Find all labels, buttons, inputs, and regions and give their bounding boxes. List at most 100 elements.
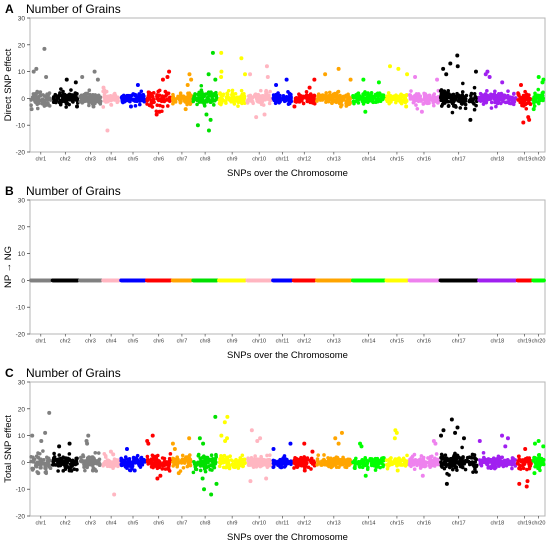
snp-outlier: [540, 80, 545, 85]
snp-outlier: [264, 64, 269, 69]
snp-outlier: [165, 74, 170, 79]
snp-outlier: [521, 120, 526, 125]
snp-point: [202, 464, 206, 469]
snp-point: [69, 88, 73, 92]
snp-point: [210, 94, 214, 99]
snp-point: [67, 102, 71, 107]
x-axis-label: SNPs over the Chromosome: [227, 168, 348, 179]
x-tick-label: chr15: [390, 521, 404, 527]
snp-outlier: [57, 444, 62, 449]
snp-outlier: [523, 447, 528, 451]
panel-letter: B: [5, 184, 14, 198]
snp-point: [411, 463, 416, 467]
snp-outlier: [34, 66, 39, 71]
snp-point: [81, 454, 86, 459]
snp-point: [65, 465, 70, 469]
snp-point: [155, 466, 160, 471]
snp-point: [287, 460, 292, 465]
snp-point: [522, 459, 527, 464]
snp-outlier: [101, 85, 106, 90]
snp-outlier: [359, 444, 364, 449]
snp-point: [192, 94, 196, 99]
snp-point: [445, 471, 449, 476]
snp-outlier: [39, 438, 44, 443]
y-tick-label: 0: [21, 460, 25, 467]
snp-point: [489, 94, 494, 98]
snp-point: [32, 457, 37, 462]
snp-point: [153, 454, 157, 459]
snp-point: [431, 100, 436, 105]
snp-point: [204, 456, 209, 461]
snp-outlier: [302, 468, 307, 473]
x-tick-label: chr18: [490, 339, 504, 345]
snp-point: [428, 457, 433, 462]
snp-point: [87, 88, 92, 93]
snp-point: [258, 464, 263, 469]
snp-point: [218, 91, 222, 95]
snp-point: [252, 457, 256, 462]
x-tick-label: chr20: [532, 157, 546, 163]
snp-point: [64, 101, 69, 106]
y-tick-label: 0: [21, 278, 25, 285]
snp-outlier: [392, 436, 397, 441]
snp-outlier: [214, 481, 219, 486]
x-tick-label: chr11: [276, 157, 289, 163]
snp-point: [42, 94, 47, 98]
snp-point: [248, 463, 252, 467]
snp-point: [67, 452, 72, 456]
snp-point: [540, 91, 545, 95]
snp-outlier: [132, 468, 137, 473]
snp-point: [510, 466, 514, 471]
snp-point: [471, 470, 475, 474]
panel-letter: A: [5, 2, 14, 16]
snp-point: [366, 93, 370, 97]
snp-point: [336, 90, 340, 94]
snp-point: [268, 97, 272, 102]
snp-outlier: [31, 69, 36, 74]
snp-outlier: [439, 433, 444, 438]
snp-point: [352, 101, 356, 106]
snp-point: [31, 95, 36, 100]
snp-point: [522, 99, 527, 103]
y-tick-label: 10: [18, 433, 26, 440]
x-tick-label: chr9: [227, 521, 238, 527]
snp-point: [316, 453, 321, 457]
snp-point: [414, 103, 418, 107]
snp-outlier: [146, 441, 151, 446]
snp-point: [469, 97, 473, 101]
snp-outlier: [124, 447, 129, 451]
snp-outlier: [67, 468, 72, 473]
snp-point: [446, 457, 451, 462]
y-tick-label: 20: [18, 406, 26, 413]
snp-point: [29, 459, 33, 464]
snp-point: [431, 97, 436, 101]
snp-point: [161, 104, 165, 109]
snp-outlier: [310, 449, 315, 454]
snp-point: [521, 94, 526, 98]
snp-point: [453, 96, 458, 101]
snp-point: [145, 454, 150, 459]
snp-point: [138, 102, 142, 107]
x-tick-label: chr14: [362, 157, 376, 163]
snp-point: [498, 462, 502, 467]
snp-point: [373, 92, 378, 97]
snp-point: [486, 466, 491, 470]
snp-point: [43, 464, 47, 468]
snp-point: [102, 452, 107, 456]
snp-point: [243, 461, 247, 465]
snp-point: [226, 464, 230, 469]
snp-outlier: [404, 104, 409, 109]
snp-point: [432, 92, 437, 96]
snp-point: [499, 101, 503, 106]
snp-outlier: [336, 441, 341, 446]
snp-point: [92, 459, 97, 463]
snp-point: [480, 93, 485, 97]
snp-point: [474, 457, 479, 462]
snp-outlier: [500, 433, 505, 438]
snp-point: [195, 97, 199, 101]
snp-point: [199, 88, 204, 93]
x-tick-label: chr10: [252, 157, 266, 163]
snp-point: [85, 456, 90, 460]
snp-outlier: [44, 74, 49, 79]
